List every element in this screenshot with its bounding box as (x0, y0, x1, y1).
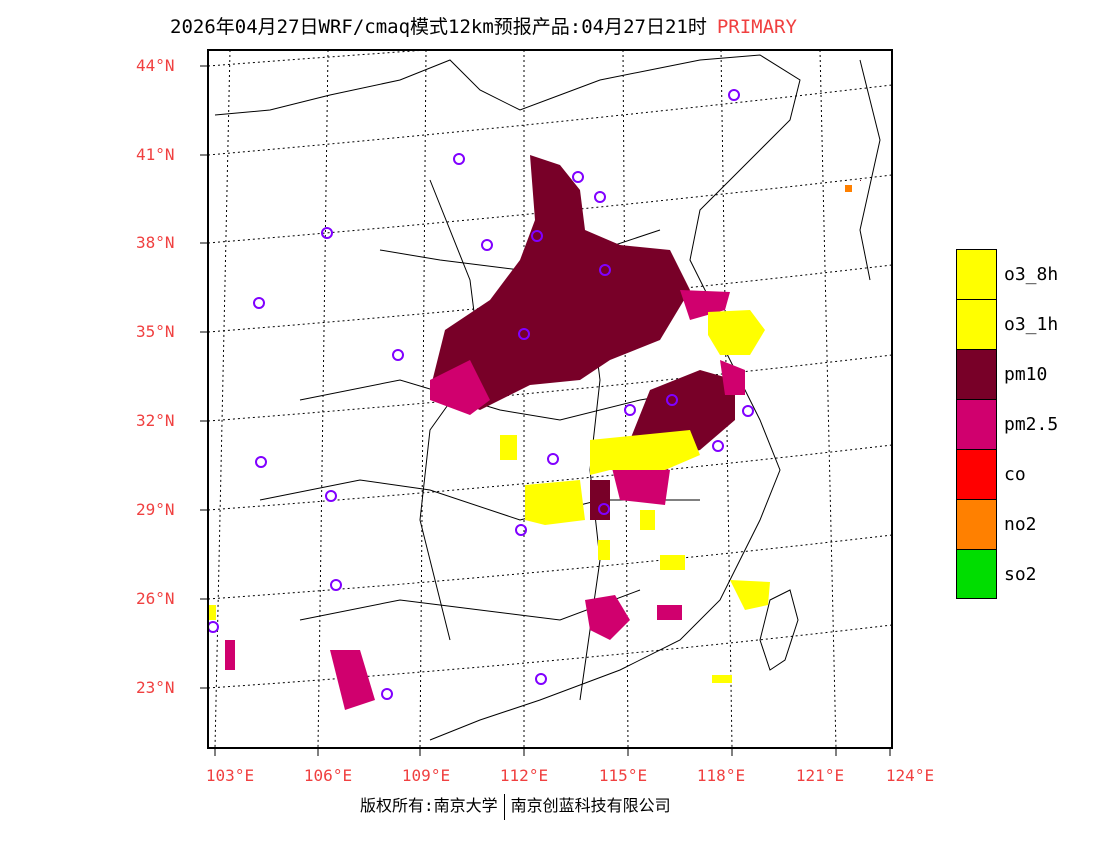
map-frame (207, 49, 893, 749)
legend-item: co (956, 449, 1058, 499)
station-markers (208, 89, 754, 700)
lat-label: 35°N (136, 322, 175, 341)
legend-swatch (956, 499, 997, 549)
legend-label: so2 (1004, 563, 1037, 585)
lat-label: 41°N (136, 145, 175, 164)
legend-label: o3_1h (1004, 313, 1059, 335)
pm25-areas (225, 290, 745, 710)
legend-item: pm2.5 (956, 399, 1058, 449)
lon-label: 118°E (696, 766, 746, 785)
legend-swatch (956, 249, 997, 299)
legend-swatch (956, 549, 997, 599)
legend-item: o3_1h (956, 299, 1058, 349)
lon-label: 106°E (303, 766, 353, 785)
legend: o3_8h o3_1h pm10 pm2.5 co no2 so2 (956, 249, 1058, 599)
legend-item: pm10 (956, 349, 1058, 399)
lat-label: 23°N (136, 678, 175, 697)
lon-label: 112°E (499, 766, 549, 785)
copyright-company: 南京创蓝科技有限公司 (510, 796, 671, 815)
lat-label: 32°N (136, 411, 175, 430)
o3-areas (208, 310, 770, 683)
axis-ticks (200, 65, 891, 756)
product-label: PRIMARY (716, 16, 797, 38)
legend-label: co (1004, 463, 1026, 485)
legend-label: no2 (1004, 513, 1037, 535)
lat-label: 26°N (136, 589, 175, 608)
map-title: 2026年04月27日WRF/cmaq模式12km预报产品:04月27日21时 P… (170, 12, 797, 39)
legend-item: so2 (956, 549, 1058, 599)
legend-item: no2 (956, 499, 1058, 549)
lon-label: 109°E (401, 766, 451, 785)
legend-swatch (956, 399, 997, 449)
lat-label: 29°N (136, 500, 175, 519)
legend-swatch (956, 349, 997, 399)
province-borders (214, 54, 881, 741)
copyright-footer: 版权所有:南京大学 南京创蓝科技有限公司 (360, 792, 671, 820)
legend-swatch (956, 299, 997, 349)
legend-label: pm10 (1004, 363, 1048, 385)
legend-label: o3_8h (1004, 263, 1059, 285)
copyright-owner: 版权所有:南京大学 (360, 796, 498, 815)
legend-label: pm2.5 (1004, 413, 1059, 435)
footer-divider (503, 793, 505, 820)
lat-label: 38°N (136, 233, 175, 252)
title-text: 2026年04月27日WRF/cmaq模式12km预报产品:04月27日21时 (170, 16, 707, 38)
no2-area (845, 185, 852, 192)
legend-item: o3_8h (956, 249, 1058, 299)
lat-label: 44°N (136, 56, 175, 75)
lon-label: 115°E (598, 766, 648, 785)
graticule (208, 50, 892, 748)
lon-label: 103°E (205, 766, 255, 785)
legend-swatch (956, 449, 997, 499)
lon-label: 124°E (885, 766, 935, 785)
lon-label: 121°E (795, 766, 845, 785)
